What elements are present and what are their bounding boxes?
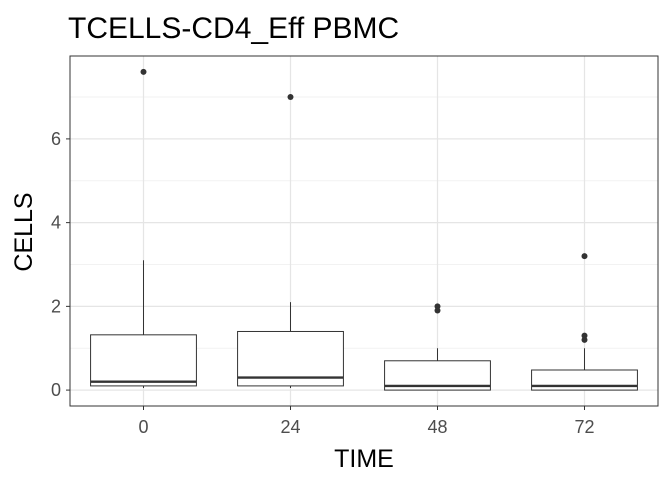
x-axis-ticks: 0 24 48 72 — [138, 406, 595, 437]
box-iqr — [90, 334, 197, 387]
y-axis-ticks: 0 2 4 6 — [51, 129, 70, 400]
panel-border — [69, 55, 659, 407]
outlier-point — [581, 332, 588, 339]
box-72 — [531, 253, 638, 391]
outlier-point — [140, 68, 147, 75]
x-tick-label: 0 — [138, 417, 148, 437]
box-24 — [237, 94, 344, 388]
x-axis-title: TIME — [334, 445, 394, 473]
box-48 — [384, 303, 491, 391]
y-tick-label: 4 — [51, 213, 61, 233]
x-tick-label: 72 — [574, 417, 594, 437]
outlier-point — [581, 336, 588, 343]
x-tick-label: 24 — [280, 417, 300, 437]
y-tick-label: 0 — [51, 380, 61, 400]
outlier-point — [434, 307, 441, 314]
outlier-point — [581, 253, 588, 260]
outlier-point — [434, 303, 441, 310]
y-axis-title: CELLS — [10, 192, 38, 271]
chart-title: TCELLS-CD4_Eff PBMC — [68, 12, 399, 45]
box-0 — [90, 68, 197, 388]
box-series — [90, 68, 638, 391]
outlier-point — [287, 94, 294, 101]
y-tick-label: 2 — [51, 296, 61, 316]
x-tick-label: 48 — [427, 417, 447, 437]
y-tick-label: 6 — [51, 129, 61, 149]
